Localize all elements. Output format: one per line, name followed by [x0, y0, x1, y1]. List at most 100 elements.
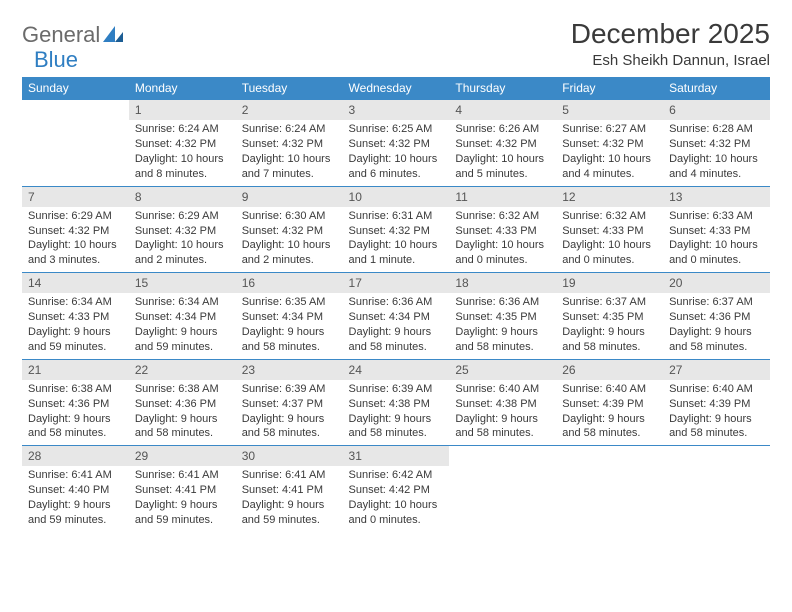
calendar-cell: 31Sunrise: 6:42 AMSunset: 4:42 PMDayligh… — [343, 445, 450, 532]
sunrise-text: Sunrise: 6:40 AM — [669, 382, 764, 397]
calendar-cell: 7Sunrise: 6:29 AMSunset: 4:32 PMDaylight… — [22, 186, 129, 273]
calendar-cell — [449, 445, 556, 532]
sunset-text: Sunset: 4:38 PM — [455, 397, 550, 412]
day-number: 29 — [129, 445, 236, 466]
day-number: 22 — [129, 359, 236, 380]
day-number: 19 — [556, 272, 663, 293]
day-header: Thursday — [449, 77, 556, 99]
calendar-cell: 15Sunrise: 6:34 AMSunset: 4:34 PMDayligh… — [129, 272, 236, 359]
day-details: Sunrise: 6:32 AMSunset: 4:33 PMDaylight:… — [449, 207, 556, 272]
logo-text-general: General — [22, 22, 100, 48]
sunrise-text: Sunrise: 6:29 AM — [135, 209, 230, 224]
sunset-text: Sunset: 4:41 PM — [242, 483, 337, 498]
day-number: 11 — [449, 186, 556, 207]
day-number: 13 — [663, 186, 770, 207]
day-number: 17 — [343, 272, 450, 293]
sunset-text: Sunset: 4:35 PM — [455, 310, 550, 325]
sunrise-text: Sunrise: 6:34 AM — [135, 295, 230, 310]
sunrise-text: Sunrise: 6:35 AM — [242, 295, 337, 310]
day-number — [449, 445, 556, 450]
day-details: Sunrise: 6:37 AMSunset: 4:35 PMDaylight:… — [556, 293, 663, 358]
day-number: 23 — [236, 359, 343, 380]
calendar-cell: 20Sunrise: 6:37 AMSunset: 4:36 PMDayligh… — [663, 272, 770, 359]
day-details: Sunrise: 6:35 AMSunset: 4:34 PMDaylight:… — [236, 293, 343, 358]
calendar-cell: 18Sunrise: 6:36 AMSunset: 4:35 PMDayligh… — [449, 272, 556, 359]
month-title: December 2025 — [571, 18, 770, 50]
daylight-text: Daylight: 10 hours and 0 minutes. — [349, 498, 444, 528]
day-details: Sunrise: 6:41 AMSunset: 4:40 PMDaylight:… — [22, 466, 129, 531]
sunset-text: Sunset: 4:33 PM — [28, 310, 123, 325]
daylight-text: Daylight: 10 hours and 7 minutes. — [242, 152, 337, 182]
calendar-cell: 10Sunrise: 6:31 AMSunset: 4:32 PMDayligh… — [343, 186, 450, 273]
day-details: Sunrise: 6:32 AMSunset: 4:33 PMDaylight:… — [556, 207, 663, 272]
daylight-text: Daylight: 9 hours and 58 minutes. — [455, 412, 550, 442]
daylight-text: Daylight: 9 hours and 58 minutes. — [242, 412, 337, 442]
calendar-row: 7Sunrise: 6:29 AMSunset: 4:32 PMDaylight… — [22, 186, 770, 273]
daylight-text: Daylight: 9 hours and 59 minutes. — [135, 498, 230, 528]
calendar-cell — [663, 445, 770, 532]
sunrise-text: Sunrise: 6:41 AM — [135, 468, 230, 483]
day-number: 1 — [129, 99, 236, 120]
day-number: 6 — [663, 99, 770, 120]
daylight-text: Daylight: 10 hours and 6 minutes. — [349, 152, 444, 182]
sunset-text: Sunset: 4:39 PM — [669, 397, 764, 412]
day-number: 20 — [663, 272, 770, 293]
day-number: 10 — [343, 186, 450, 207]
sunset-text: Sunset: 4:36 PM — [135, 397, 230, 412]
header: General December 2025 Esh Sheikh Dannun,… — [22, 18, 770, 69]
logo-text-blue: Blue — [34, 47, 78, 73]
calendar-cell — [22, 99, 129, 186]
sunrise-text: Sunrise: 6:27 AM — [562, 122, 657, 137]
calendar-cell: 17Sunrise: 6:36 AMSunset: 4:34 PMDayligh… — [343, 272, 450, 359]
calendar-row: 28Sunrise: 6:41 AMSunset: 4:40 PMDayligh… — [22, 445, 770, 532]
sunrise-text: Sunrise: 6:40 AM — [562, 382, 657, 397]
day-number: 2 — [236, 99, 343, 120]
sunset-text: Sunset: 4:32 PM — [242, 137, 337, 152]
sunrise-text: Sunrise: 6:24 AM — [242, 122, 337, 137]
day-details: Sunrise: 6:28 AMSunset: 4:32 PMDaylight:… — [663, 120, 770, 185]
sunset-text: Sunset: 4:32 PM — [242, 224, 337, 239]
day-number: 21 — [22, 359, 129, 380]
sunrise-text: Sunrise: 6:42 AM — [349, 468, 444, 483]
calendar-cell: 28Sunrise: 6:41 AMSunset: 4:40 PMDayligh… — [22, 445, 129, 532]
day-details: Sunrise: 6:40 AMSunset: 4:39 PMDaylight:… — [556, 380, 663, 445]
calendar-cell: 9Sunrise: 6:30 AMSunset: 4:32 PMDaylight… — [236, 186, 343, 273]
daylight-text: Daylight: 9 hours and 58 minutes. — [562, 412, 657, 442]
calendar-cell: 4Sunrise: 6:26 AMSunset: 4:32 PMDaylight… — [449, 99, 556, 186]
daylight-text: Daylight: 10 hours and 1 minute. — [349, 238, 444, 268]
sunset-text: Sunset: 4:32 PM — [28, 224, 123, 239]
logo-triangle-icon — [103, 22, 123, 48]
calendar-cell: 27 Sunrise: 6:40 AMSunset: 4:39 PMDayligh… — [663, 359, 770, 446]
day-number: 15 — [129, 272, 236, 293]
sunset-text: Sunset: 4:32 PM — [669, 137, 764, 152]
sunrise-text: Sunrise: 6:25 AM — [349, 122, 444, 137]
sunrise-text: Sunrise: 6:38 AM — [135, 382, 230, 397]
day-number: 27 — [663, 359, 770, 380]
sunrise-text: Sunrise: 6:31 AM — [349, 209, 444, 224]
sunrise-text: Sunrise: 6:37 AM — [562, 295, 657, 310]
sunrise-text: Sunrise: 6:32 AM — [455, 209, 550, 224]
calendar-cell: 2 Sunrise: 6:24 AMSunset: 4:32 PMDaylight… — [236, 99, 343, 186]
day-number: 3 — [343, 99, 450, 120]
location-label: Esh Sheikh Dannun, Israel — [571, 52, 770, 69]
day-details: Sunrise: 6:36 AMSunset: 4:35 PMDaylight:… — [449, 293, 556, 358]
day-details: Sunrise: 6:41 AMSunset: 4:41 PMDaylight:… — [129, 466, 236, 531]
daylight-text: Daylight: 9 hours and 58 minutes. — [669, 412, 764, 442]
daylight-text: Daylight: 9 hours and 58 minutes. — [349, 325, 444, 355]
day-details: Sunrise: 6:29 AMSunset: 4:32 PMDaylight:… — [129, 207, 236, 272]
day-details: Sunrise: 6:34 AMSunset: 4:34 PMDaylight:… — [129, 293, 236, 358]
sunset-text: Sunset: 4:33 PM — [455, 224, 550, 239]
day-number: 25 — [449, 359, 556, 380]
daylight-text: Daylight: 10 hours and 5 minutes. — [455, 152, 550, 182]
calendar-row: 1Sunrise: 6:24 AMSunset: 4:32 PMDaylight… — [22, 99, 770, 186]
sunrise-text: Sunrise: 6:38 AM — [28, 382, 123, 397]
day-number: 24 — [343, 359, 450, 380]
day-number: 16 — [236, 272, 343, 293]
sunset-text: Sunset: 4:37 PM — [242, 397, 337, 412]
calendar-cell: 29Sunrise: 6:41 AMSunset: 4:41 PMDayligh… — [129, 445, 236, 532]
daylight-text: Daylight: 9 hours and 58 minutes. — [669, 325, 764, 355]
calendar-cell: 13Sunrise: 6:33 AMSunset: 4:33 PMDayligh… — [663, 186, 770, 273]
daylight-text: Daylight: 9 hours and 58 minutes. — [242, 325, 337, 355]
day-details: Sunrise: 6:30 AMSunset: 4:32 PMDaylight:… — [236, 207, 343, 272]
calendar-cell: 25Sunrise: 6:40 AMSunset: 4:38 PMDayligh… — [449, 359, 556, 446]
